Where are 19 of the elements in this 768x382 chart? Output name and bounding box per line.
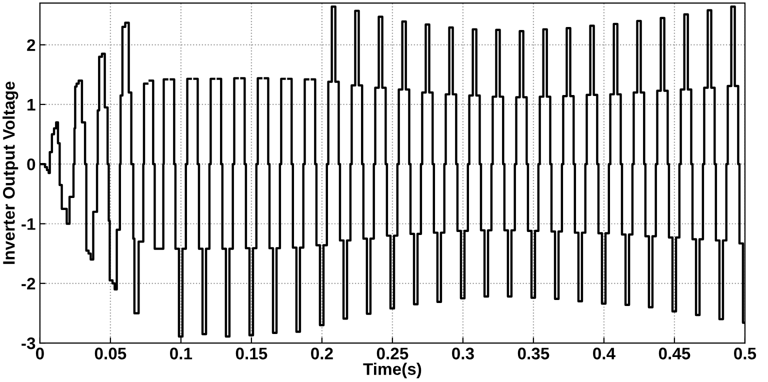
x-tick-label: 0.15 [236,348,268,360]
x-tick-label: 0.05 [94,348,126,360]
y-tick-label: -3 [22,337,36,350]
x-axis-title: Time(s) [363,362,422,378]
y-tick-label: 1 [28,99,36,110]
x-tick-label: 0.5 [734,348,756,360]
x-tick-label: 0.1 [170,348,192,360]
y-axis-title: Inverter Output Voltage [2,82,18,264]
y-tick-label: -1 [22,218,36,230]
y-tick-label: 0 [27,158,36,170]
x-tick-label: 0.4 [593,348,616,360]
x-tick-label: 0.2 [311,348,333,360]
y-tick-label: 2 [27,39,36,51]
y-tick-label: -2 [22,278,36,290]
x-tick-label: 0 [36,348,44,360]
x-tick-label: 0.25 [376,348,408,360]
x-tick-label: 0.3 [452,348,474,360]
x-tick-label: 0.35 [518,348,550,360]
x-tick-label: 0.45 [658,348,690,360]
